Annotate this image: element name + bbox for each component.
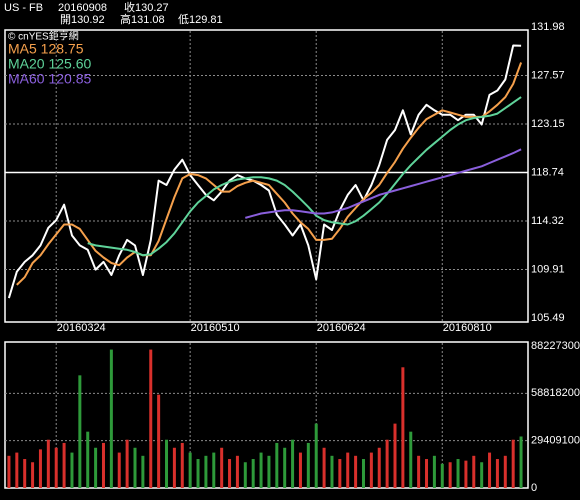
volume-bar: [46, 439, 50, 488]
volume-bar: [196, 459, 200, 488]
volume-bar: [503, 455, 507, 488]
y-tick-label: 127.57: [531, 69, 565, 81]
volume-bar: [519, 436, 523, 488]
y-tick-label: 114.32: [531, 215, 564, 227]
x-tick-label: 20160510: [191, 322, 240, 334]
volume-bar: [133, 447, 137, 488]
volume-bar: [157, 394, 161, 488]
volume-bar: [275, 442, 279, 488]
volume-bar: [361, 459, 365, 488]
volume-bar: [54, 447, 58, 488]
price-frame: [4, 29, 529, 323]
low-price: 低129.81: [178, 13, 223, 26]
legend-entry: MA60 120.85: [8, 71, 91, 87]
volume-bar: [259, 452, 263, 488]
volume-bar: [511, 439, 515, 488]
volume-bar: [440, 463, 444, 488]
date: 20160908: [58, 2, 107, 14]
volume-bar: [62, 442, 66, 488]
volume-bar: [480, 462, 484, 488]
volume-bar: [70, 452, 74, 488]
y-tick-label: 105.49: [531, 312, 565, 324]
volume-bar: [488, 452, 492, 488]
volume-bar: [212, 452, 216, 488]
volume-bar: [346, 452, 350, 488]
volume-bar: [228, 459, 232, 488]
y-tick-label: 29409100: [531, 435, 580, 447]
volume-bar: [109, 349, 113, 488]
volume-bar: [401, 367, 405, 488]
volume-frame: [4, 341, 529, 489]
x-tick-label: 20160624: [317, 322, 366, 334]
volume-bar: [172, 447, 176, 488]
volume-bar: [117, 452, 121, 488]
volume-bar: [180, 442, 184, 488]
volume-bar: [432, 455, 436, 488]
y-tick-label: 131.98: [531, 21, 565, 33]
volume-bar: [38, 449, 42, 488]
volume-bar: [330, 455, 334, 488]
volume-bar: [149, 349, 153, 488]
high-price: 高131.08: [120, 12, 165, 26]
volume-bar: [283, 447, 287, 488]
volume-bar: [393, 423, 397, 488]
volume-bar: [7, 455, 11, 488]
volume-bar: [409, 431, 413, 488]
volume-bar: [23, 459, 27, 488]
volume-bar: [456, 459, 460, 488]
volume-bar: [86, 431, 90, 488]
x-tick-label: 20160810: [443, 322, 492, 334]
volume-bar: [354, 455, 358, 488]
volume-bar: [291, 439, 295, 488]
volume-bar: [78, 375, 82, 488]
volume-bar: [417, 455, 421, 488]
price-line: [7, 44, 522, 299]
volume-bar: [267, 455, 271, 488]
open-price: 開130.92: [60, 13, 105, 26]
volume-bar: [377, 447, 381, 488]
volume-bar: [385, 439, 389, 488]
volume-bar: [464, 460, 468, 488]
legend-entry: MA20 125.60: [8, 56, 91, 72]
price-line: [16, 62, 523, 286]
volume-bar: [425, 459, 429, 488]
volume-bar: [495, 459, 499, 488]
volume-bar: [298, 452, 302, 488]
symbol: US - FB: [4, 2, 43, 14]
volume-bar: [165, 439, 169, 488]
volume-bar: [235, 455, 239, 488]
y-tick-label: 109.91: [531, 263, 565, 275]
volume-bar: [251, 459, 255, 488]
volume-bar: [243, 462, 247, 488]
volume-bar: [188, 452, 192, 488]
y-tick-label: 118.74: [531, 166, 564, 178]
watermark: © cnYES鉅亨網: [8, 30, 79, 43]
volume-bar: [94, 447, 98, 488]
volume-bar: [204, 455, 208, 488]
x-tick-label: 20160324: [57, 322, 106, 334]
legend-entry: MA5 128.75: [8, 41, 84, 57]
volume-bar: [472, 455, 476, 488]
y-tick-label: 58818200: [531, 387, 580, 399]
volume-bar: [15, 452, 19, 488]
y-tick-label: 0: [531, 482, 537, 494]
volume-bar: [338, 459, 342, 488]
volume-bar: [306, 442, 310, 488]
volume-bar: [101, 442, 105, 488]
volume-bar: [220, 447, 224, 488]
volume-bar: [125, 439, 129, 488]
volume-bar: [31, 462, 35, 488]
price-line: [245, 148, 522, 219]
y-tick-label: 123.15: [531, 118, 565, 130]
volume-bar: [141, 455, 145, 488]
volume-bar: [448, 462, 452, 488]
y-tick-label: 88227300: [531, 340, 580, 352]
volume-bar: [369, 452, 373, 488]
close-price: 收130.27: [124, 0, 169, 14]
volume-bar: [322, 447, 326, 488]
price-line: [87, 96, 522, 257]
volume-bar: [314, 423, 318, 488]
